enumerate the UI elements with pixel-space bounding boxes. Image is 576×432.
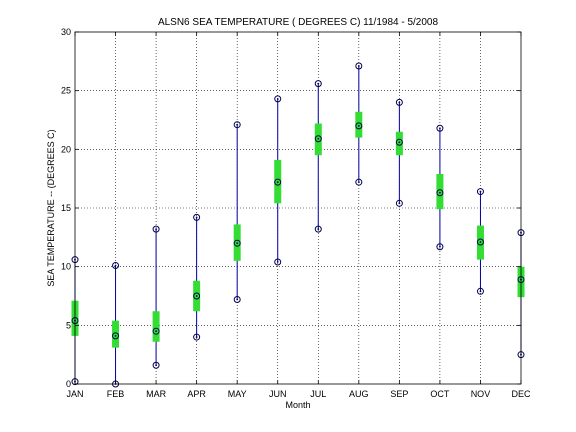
min-marker-jul (314, 225, 322, 233)
median-marker-dot-oct (439, 191, 441, 194)
median-marker-dot-nov (479, 241, 482, 243)
max-marker-may (233, 121, 241, 129)
median-marker-jul (314, 135, 322, 143)
median-marker-sep (395, 138, 403, 146)
chart-title: ALSN6 SEA TEMPERATURE ( DEGREES C) 11/19… (158, 17, 439, 28)
y-axis-label: SEA TEMPERATURE -- (DEGREES C) (46, 129, 56, 286)
median-marker-dot-feb (114, 334, 117, 337)
median-marker-dot-sep (398, 141, 401, 144)
x-tick-label: DEC (511, 389, 531, 399)
y-tick-label: 0 (66, 379, 71, 389)
median-marker-dot-jul (317, 137, 320, 140)
min-marker-dot-mar (155, 364, 157, 367)
median-marker-nov (476, 238, 484, 246)
median-marker-oct (436, 189, 444, 197)
min-marker-dot-jun (276, 261, 279, 263)
min-marker-oct (436, 243, 444, 251)
max-marker-nov (476, 188, 484, 196)
median-marker-dot-aug (357, 124, 360, 127)
max-marker-dot-mar (155, 228, 157, 231)
y-tick-label: 15 (61, 203, 71, 213)
box-feb (112, 320, 120, 348)
max-marker-jul (314, 80, 322, 88)
x-tick-label: NOV (471, 389, 491, 399)
max-marker-dot-aug (357, 65, 360, 67)
median-marker-dot-may (236, 242, 239, 245)
axis-tick-labels: JAN FEB MAR APR MAY JUN JUL AUG SEP OCT NOV DEC 0 5 10… (61, 27, 531, 399)
x-tick-label: SEP (390, 389, 408, 399)
x-tick-label: JUL (310, 389, 326, 399)
max-marker-sep (395, 98, 403, 106)
median-marker-apr (193, 292, 201, 300)
x-tick-label: JAN (66, 389, 83, 399)
min-marker-dot-aug (357, 181, 360, 184)
x-tick-label: AUG (349, 389, 369, 399)
min-marker-dot-jul (317, 228, 320, 231)
min-marker-dot-nov (479, 290, 482, 293)
min-marker-dot-may (236, 298, 239, 301)
min-marker-jun (274, 258, 282, 266)
max-marker-dot-may (236, 123, 239, 126)
box-sep (395, 131, 403, 156)
max-marker-jun (274, 95, 282, 103)
median-marker-may (233, 239, 241, 247)
y-tick-label: 25 (61, 86, 71, 96)
min-marker-may (233, 296, 241, 304)
x-tick-label: MAR (146, 389, 167, 399)
grid (75, 32, 521, 384)
x-tick-label: OCT (430, 389, 450, 399)
min-marker-aug (355, 178, 363, 186)
box-oct (436, 173, 444, 210)
max-marker-apr (193, 213, 201, 221)
median-marker-jun (274, 178, 282, 186)
box-aug (355, 111, 363, 138)
min-marker-dot-sep (398, 202, 401, 205)
median-marker-feb (112, 332, 120, 340)
x-tick-label: FEB (107, 389, 125, 399)
max-marker-dot-jun (276, 97, 279, 100)
max-marker-dot-feb (114, 264, 117, 267)
max-marker-dot-sep (398, 101, 401, 104)
min-marker-nov (476, 287, 484, 295)
median-marker-dot-jun (276, 181, 279, 184)
y-tick-label: 10 (61, 262, 71, 272)
min-marker-apr (193, 333, 201, 341)
y-tick-label: 20 (61, 144, 71, 154)
x-tick-label: JUN (269, 389, 287, 399)
box-plot-series (71, 62, 525, 388)
y-tick-label: 30 (61, 27, 71, 37)
median-marker-aug (355, 122, 363, 130)
min-marker-dot-oct (439, 245, 441, 248)
max-marker-dot-apr (195, 216, 198, 219)
x-axis-label: Month (285, 400, 310, 410)
max-marker-aug (355, 62, 363, 70)
x-tick-label: APR (187, 389, 206, 399)
max-marker-dot-oct (439, 127, 441, 130)
max-marker-dot-nov (479, 190, 482, 193)
max-marker-dot-jul (317, 82, 320, 85)
median-marker-mar (152, 327, 160, 335)
max-marker-feb (112, 261, 120, 269)
min-marker-mar (152, 361, 160, 369)
median-marker-dot-apr (195, 295, 198, 297)
median-marker-dot-mar (155, 330, 157, 333)
min-marker-sep (395, 199, 403, 207)
x-tick-label: MAY (228, 389, 247, 399)
max-marker-mar (152, 225, 160, 233)
box-mar (152, 311, 160, 342)
min-marker-dot-apr (195, 336, 198, 338)
max-marker-oct (436, 124, 444, 132)
axis-ticks (74, 31, 522, 385)
y-tick-label: 5 (66, 320, 71, 330)
